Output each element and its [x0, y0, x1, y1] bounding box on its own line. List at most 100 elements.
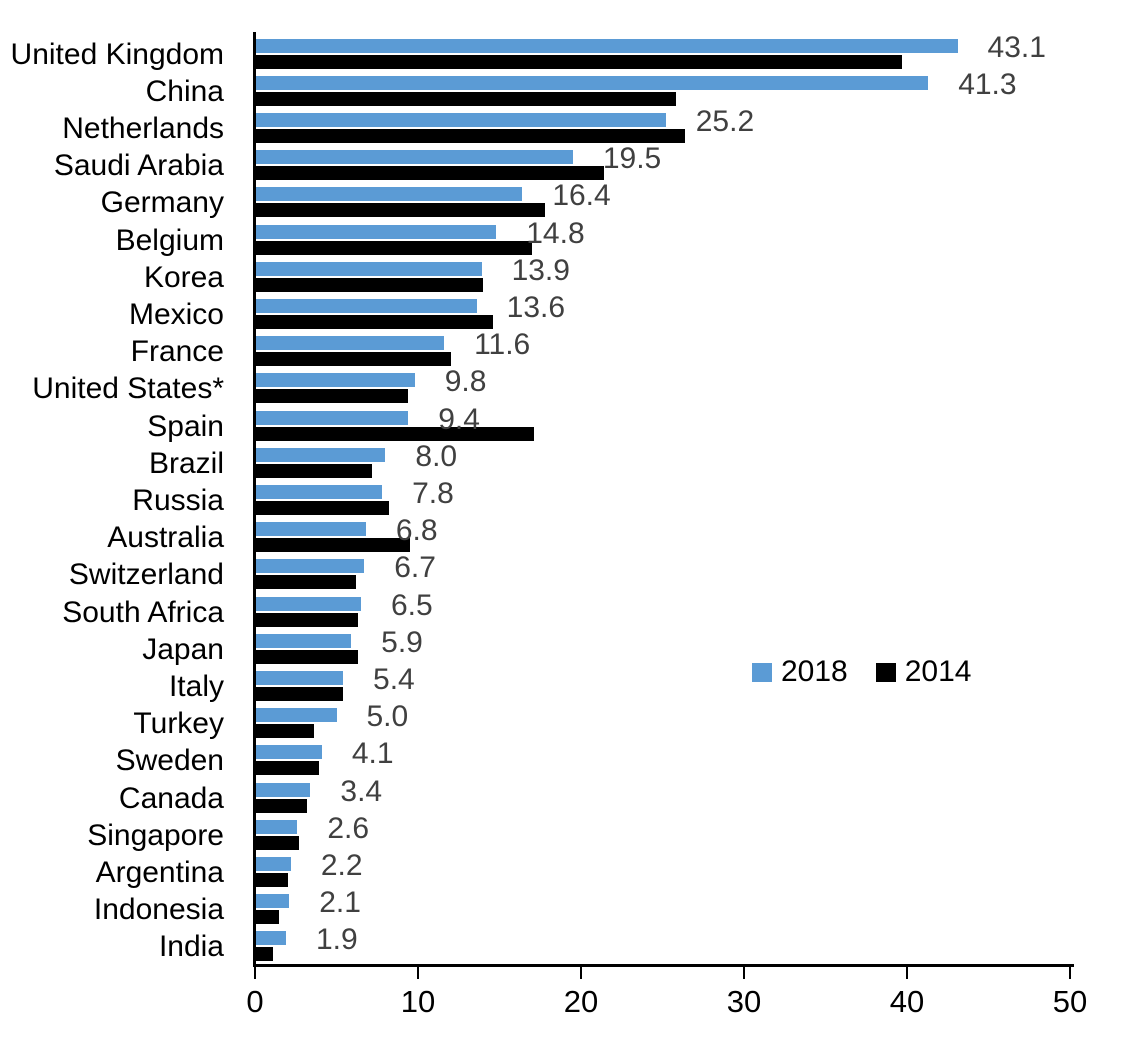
category-label: India: [158, 930, 224, 964]
chart-row: Netherlands 25.2: [0, 105, 1123, 148]
chart-row: Germany 16.4: [0, 179, 1123, 222]
value-label: 9.8: [444, 365, 487, 399]
bar-2018: [255, 410, 409, 425]
category-label: Canada: [118, 781, 224, 815]
bar-2018: [255, 447, 386, 462]
chart-row: Italy 5.4: [0, 663, 1123, 706]
bar-2014: [255, 54, 903, 69]
legend: 2018 2014: [752, 654, 972, 690]
chart-row: Indonesia 2.1: [0, 886, 1123, 929]
chart-row: China 41.3: [0, 68, 1123, 111]
x-tick-mark: [906, 966, 908, 979]
bar-2014: [255, 724, 314, 739]
x-tick-mark: [417, 966, 419, 979]
category-label: Argentina: [95, 855, 224, 889]
legend-entry-2018: 2018: [752, 654, 848, 690]
chart-row: Mexico 13.6: [0, 291, 1123, 334]
value-label: 5.9: [381, 625, 423, 659]
x-tick-label: 50: [1052, 984, 1088, 1019]
category-label: Singapore: [87, 818, 224, 852]
bar-2014: [255, 649, 358, 664]
bar-2018: [255, 670, 344, 685]
bar-2018: [255, 596, 361, 611]
chart-row: Spain 9.4: [0, 403, 1123, 446]
bar-2014: [255, 910, 280, 925]
value-label: 5.0: [366, 700, 409, 734]
bar-2014: [255, 426, 534, 441]
bar-2014: [255, 538, 410, 553]
x-axis-line: [253, 964, 1074, 967]
category-label: Spain: [147, 409, 224, 443]
bar-2014: [255, 612, 358, 627]
bar-2018: [255, 298, 477, 313]
value-label: 6.8: [395, 514, 438, 548]
legend-swatch-2018: [752, 662, 772, 682]
value-label: 13.9: [511, 253, 570, 287]
bar-2014: [255, 686, 344, 701]
value-label: 6.7: [394, 551, 436, 585]
category-label: Indonesia: [93, 893, 224, 927]
x-tick-label: 10: [400, 984, 436, 1019]
x-tick-label: 20: [563, 984, 599, 1019]
value-label: 1.9: [315, 923, 358, 957]
category-label: Brazil: [148, 446, 224, 480]
chart-row: South Africa 6.5: [0, 589, 1123, 632]
x-tick-mark: [1069, 966, 1071, 979]
bar-2014: [255, 463, 373, 478]
bar-2018: [255, 373, 415, 388]
legend-label-2018: 2018: [781, 655, 848, 688]
bar-2018: [255, 931, 286, 946]
bar-2018: [255, 112, 666, 127]
bar-2014: [255, 240, 533, 255]
bar-2014: [255, 575, 357, 590]
chart-row: Saudi Arabia 19.5: [0, 142, 1123, 185]
bar-2018: [255, 336, 445, 351]
value-label: 19.5: [602, 142, 662, 176]
chart-row: Brazil 8.0: [0, 440, 1123, 483]
value-label: 2.2: [320, 848, 363, 882]
category-label: Korea: [143, 260, 224, 294]
category-label: Germany: [100, 186, 224, 220]
bar-2018: [255, 782, 311, 797]
chart-row: Sweden 4.1: [0, 737, 1123, 780]
category-label: United Kingdom: [10, 37, 224, 71]
x-tick-mark: [743, 966, 745, 979]
bar-2014: [255, 91, 676, 106]
chart-row: United States* 9.8: [0, 365, 1123, 408]
category-label: South Africa: [62, 595, 224, 629]
bar-2014: [255, 277, 484, 292]
category-label: Mexico: [128, 297, 224, 331]
category-label: China: [145, 74, 224, 108]
bar-2014: [255, 352, 451, 367]
legend-swatch-2014: [875, 662, 896, 682]
value-label: 13.6: [506, 290, 566, 324]
bar-2014: [255, 128, 686, 143]
value-label: 11.6: [474, 328, 531, 362]
chart-row: Japan 5.9: [0, 626, 1123, 669]
bar-2014: [255, 166, 604, 181]
bar-2018: [255, 559, 365, 574]
bar-2018: [255, 819, 298, 834]
bar-2018: [255, 708, 337, 723]
x-tick-label: 40: [889, 984, 925, 1019]
bar-2018: [255, 150, 573, 165]
value-label: 14.8: [526, 216, 585, 250]
value-label: 2.1: [319, 886, 361, 920]
chart-row: United Kingdom 43.1: [0, 31, 1123, 74]
chart-row: Argentina 2.2: [0, 849, 1123, 892]
category-label: Turkey: [133, 707, 224, 741]
y-axis-line: [253, 32, 256, 967]
bar-2018: [255, 261, 482, 276]
bar-2018: [255, 522, 366, 537]
category-label: Belgium: [115, 223, 224, 257]
value-label: 43.1: [987, 30, 1046, 64]
value-label: 3.4: [340, 774, 383, 808]
chart-row: Singapore 2.6: [0, 812, 1123, 855]
value-label: 41.3: [958, 67, 1017, 101]
category-label: Netherlands: [62, 111, 224, 145]
bar-2018: [255, 38, 958, 53]
value-label: 16.4: [552, 179, 611, 213]
category-label: Australia: [107, 521, 224, 555]
chart-row: Belgium 14.8: [0, 217, 1123, 260]
chart-row: Russia 7.8: [0, 477, 1123, 520]
